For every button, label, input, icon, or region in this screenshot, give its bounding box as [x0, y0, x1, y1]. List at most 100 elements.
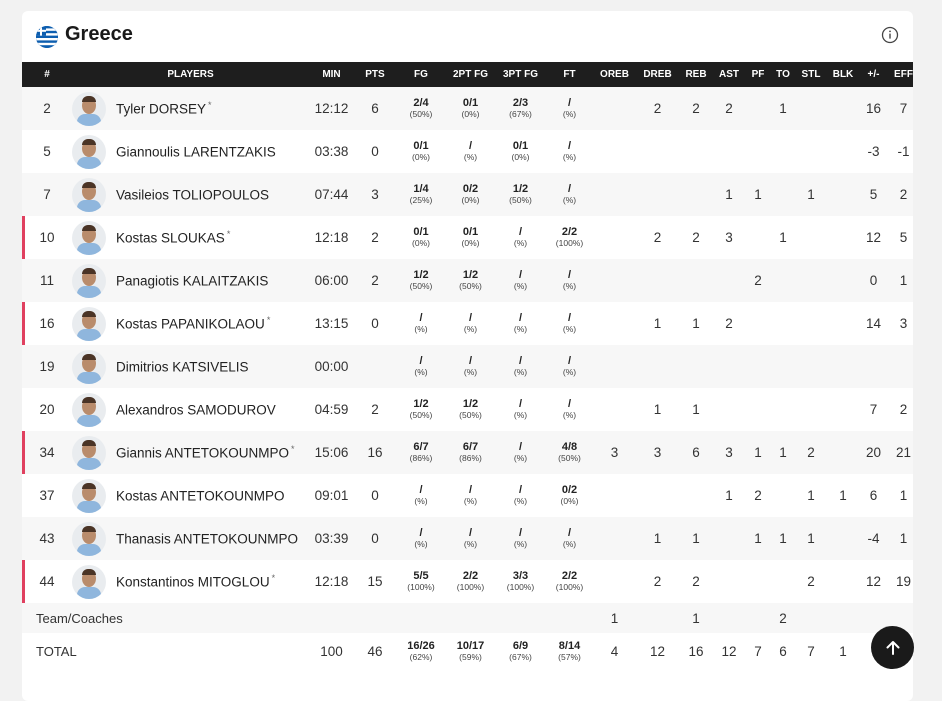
- player-name[interactable]: Panagiotis KALAITZAKIS: [116, 272, 270, 289]
- stat-3pt-fg-made: /: [518, 484, 523, 496]
- player-name[interactable]: Kostas ANTETOKOUNMPO: [116, 487, 287, 504]
- stat-3pt-fg-pct: (%): [513, 281, 528, 291]
- player-cell[interactable]: Tyler DORSEY *: [72, 87, 309, 130]
- info-icon[interactable]: [881, 26, 899, 44]
- stat-ft: 0/2 (0%): [546, 474, 593, 517]
- stat-2pt-fg-made: /: [468, 355, 473, 367]
- player-name[interactable]: Alexandros SAMODUROV: [116, 401, 278, 418]
- stat-3pt-fg-made: /: [518, 398, 523, 410]
- stat-2pt-fg-pct: (%): [463, 324, 478, 334]
- stat-dreb: 2: [653, 101, 662, 116]
- avatar-hair: [82, 525, 96, 532]
- stat-to: [771, 173, 795, 216]
- total-2pt-fg-made: 10/17: [456, 640, 485, 652]
- player-cell[interactable]: Giannoulis LARENTZAKIS: [72, 130, 309, 173]
- stat-plus-minus: -4: [867, 531, 880, 546]
- avatar-jersey: [77, 414, 101, 427]
- player-row[interactable]: 34 Giannis ANTETOKOUNMPO * 15:06 16 6/7 (86%) 6…: [22, 431, 913, 474]
- player-cell[interactable]: Vasileios TOLIOPOULOS: [72, 173, 309, 216]
- stat-3pt-fg: / (%): [495, 216, 546, 259]
- stat-reb: 2: [692, 230, 700, 245]
- total-3pt-fg-made: 6/9: [512, 640, 529, 652]
- player-cell[interactable]: Konstantinos MITOGLOU *: [72, 560, 309, 603]
- player-cell[interactable]: Kostas ANTETOKOUNMPO: [72, 474, 309, 517]
- stat-stl: 1: [807, 187, 815, 202]
- stat-min: 13:15: [314, 316, 349, 331]
- avatar-hair: [82, 181, 96, 188]
- stat-ast: 1: [725, 488, 733, 503]
- player-cell[interactable]: Dimitrios KATSIVELIS: [72, 345, 309, 388]
- player-row[interactable]: 5 Giannoulis LARENTZAKIS 03:38 0 0/1 (0%) / (%)…: [22, 130, 913, 173]
- player-avatar: [72, 478, 106, 513]
- stat-ft-made: /: [567, 527, 572, 539]
- player-row[interactable]: 2 Tyler DORSEY * 12:12 6 2/4 (50%) 0/1 (0%) 2/3 (6…: [22, 87, 913, 130]
- stat-fg-pct: (%): [414, 496, 428, 506]
- stat-eff: 1: [899, 531, 908, 546]
- player-name[interactable]: Tyler DORSEY *: [116, 100, 212, 117]
- player-number: 7: [43, 187, 51, 202]
- stat-to: [771, 130, 795, 173]
- scroll-to-top-button[interactable]: [871, 626, 914, 669]
- player-row[interactable]: 7 Vasileios TOLIOPOULOS 07:44 3 1/4 (25%) 0/2(…: [22, 173, 913, 216]
- stat-stl: [795, 259, 827, 302]
- stat-ft: / (%): [546, 388, 593, 431]
- stat-min: 03:39: [314, 531, 349, 546]
- player-row[interactable]: 44 Konstantinos MITOGLOU * 12:18 15 5/5 (100%)…: [22, 560, 913, 603]
- stat-pf: 1: [754, 531, 762, 546]
- stat-plus-minus: -3: [867, 144, 880, 159]
- stat-eff: 7: [899, 101, 908, 116]
- player-name-text: Dimitrios KATSIVELIS: [116, 359, 249, 375]
- player-row[interactable]: 19 Dimitrios KATSIVELIS 00:00/(%) / (%) / (%) /…: [22, 345, 913, 388]
- player-name[interactable]: Vasileios TOLIOPOULOS: [116, 186, 271, 203]
- stat-stl: [795, 302, 827, 345]
- player-name[interactable]: Giannoulis LARENTZAKIS: [116, 143, 278, 160]
- stat-fg-pct: (25%): [409, 195, 433, 205]
- stat-dreb: 3: [653, 445, 662, 460]
- stat-fg-made: /: [419, 355, 423, 367]
- stat-ft-made: /: [567, 183, 572, 195]
- player-row[interactable]: 20 Alexandros SAMODUROV 04:59 2 1/2 (50%) 1/2(…: [22, 388, 913, 431]
- player-cell[interactable]: Giannis ANTETOKOUNMPO *: [72, 431, 309, 474]
- stat-plus-minus: [859, 345, 888, 388]
- stat-oreb: [593, 216, 636, 259]
- avatar-jersey: [77, 543, 101, 556]
- stat-dreb: 1: [653, 316, 662, 331]
- stat-ast: 2: [725, 316, 733, 331]
- avatar-jersey: [77, 199, 101, 212]
- player-row[interactable]: 11 Panagiotis KALAITZAKIS 06:00 2 1/2 (50%) 1/…: [22, 259, 913, 302]
- player-cell[interactable]: Kostas PAPANIKOLAOU *: [72, 302, 309, 345]
- stat-min: 04:59: [314, 402, 349, 417]
- stat-pts: 2: [371, 230, 379, 245]
- stat-fg-pct: (%): [414, 539, 428, 549]
- stat-2pt-fg-made: 1/2: [462, 398, 479, 410]
- avatar-hair: [82, 482, 96, 489]
- player-name[interactable]: Thanasis ANTETOKOUNMPO: [116, 530, 300, 547]
- player-cell[interactable]: Kostas SLOUKAS *: [72, 216, 309, 259]
- stat-eff: 5: [899, 230, 908, 245]
- stat-min: 09:01: [314, 488, 349, 503]
- stat-3pt-fg-made: /: [518, 355, 523, 367]
- player-row[interactable]: 16 Kostas PAPANIKOLAOU * 13:15 0/(%) / (%) / (%)…: [22, 302, 913, 345]
- player-name[interactable]: Giannis ANTETOKOUNMPO *: [116, 444, 295, 461]
- player-row[interactable]: 37 Kostas ANTETOKOUNMPO 09:01 0/(%) / (%) / (%)…: [22, 474, 913, 517]
- stat-3pt-fg: / (%): [495, 345, 546, 388]
- player-name[interactable]: Konstantinos MITOGLOU *: [116, 573, 275, 590]
- player-name[interactable]: Dimitrios KATSIVELIS: [116, 358, 251, 375]
- player-cell[interactable]: Thanasis ANTETOKOUNMPO: [72, 517, 309, 560]
- col-blk-header: BLK: [832, 69, 854, 80]
- player-cell[interactable]: Panagiotis KALAITZAKIS: [72, 259, 309, 302]
- player-name[interactable]: Kostas PAPANIKOLAOU *: [116, 315, 270, 332]
- player-avatar: [72, 521, 106, 556]
- stat-oreb: 3: [610, 445, 619, 460]
- stat-3pt-fg-made: /: [518, 527, 523, 539]
- stat-3pt-fg-pct: (%): [513, 453, 528, 463]
- col-to-header: TO: [776, 69, 790, 80]
- player-name[interactable]: Kostas SLOUKAS *: [116, 229, 230, 246]
- stat-ft: / (%): [546, 173, 593, 216]
- player-row[interactable]: 10 Kostas SLOUKAS * 12:18 2 0/1 (0%) 0/1 (0%) / (%…: [22, 216, 913, 259]
- stat-plus-minus: 14: [865, 316, 882, 331]
- player-cell[interactable]: Alexandros SAMODUROV: [72, 388, 309, 431]
- player-avatar: [72, 435, 106, 470]
- player-row[interactable]: 43 Thanasis ANTETOKOUNMPO 03:39 0/(%) / (%) /(…: [22, 517, 913, 560]
- total-pts: 46: [354, 633, 396, 670]
